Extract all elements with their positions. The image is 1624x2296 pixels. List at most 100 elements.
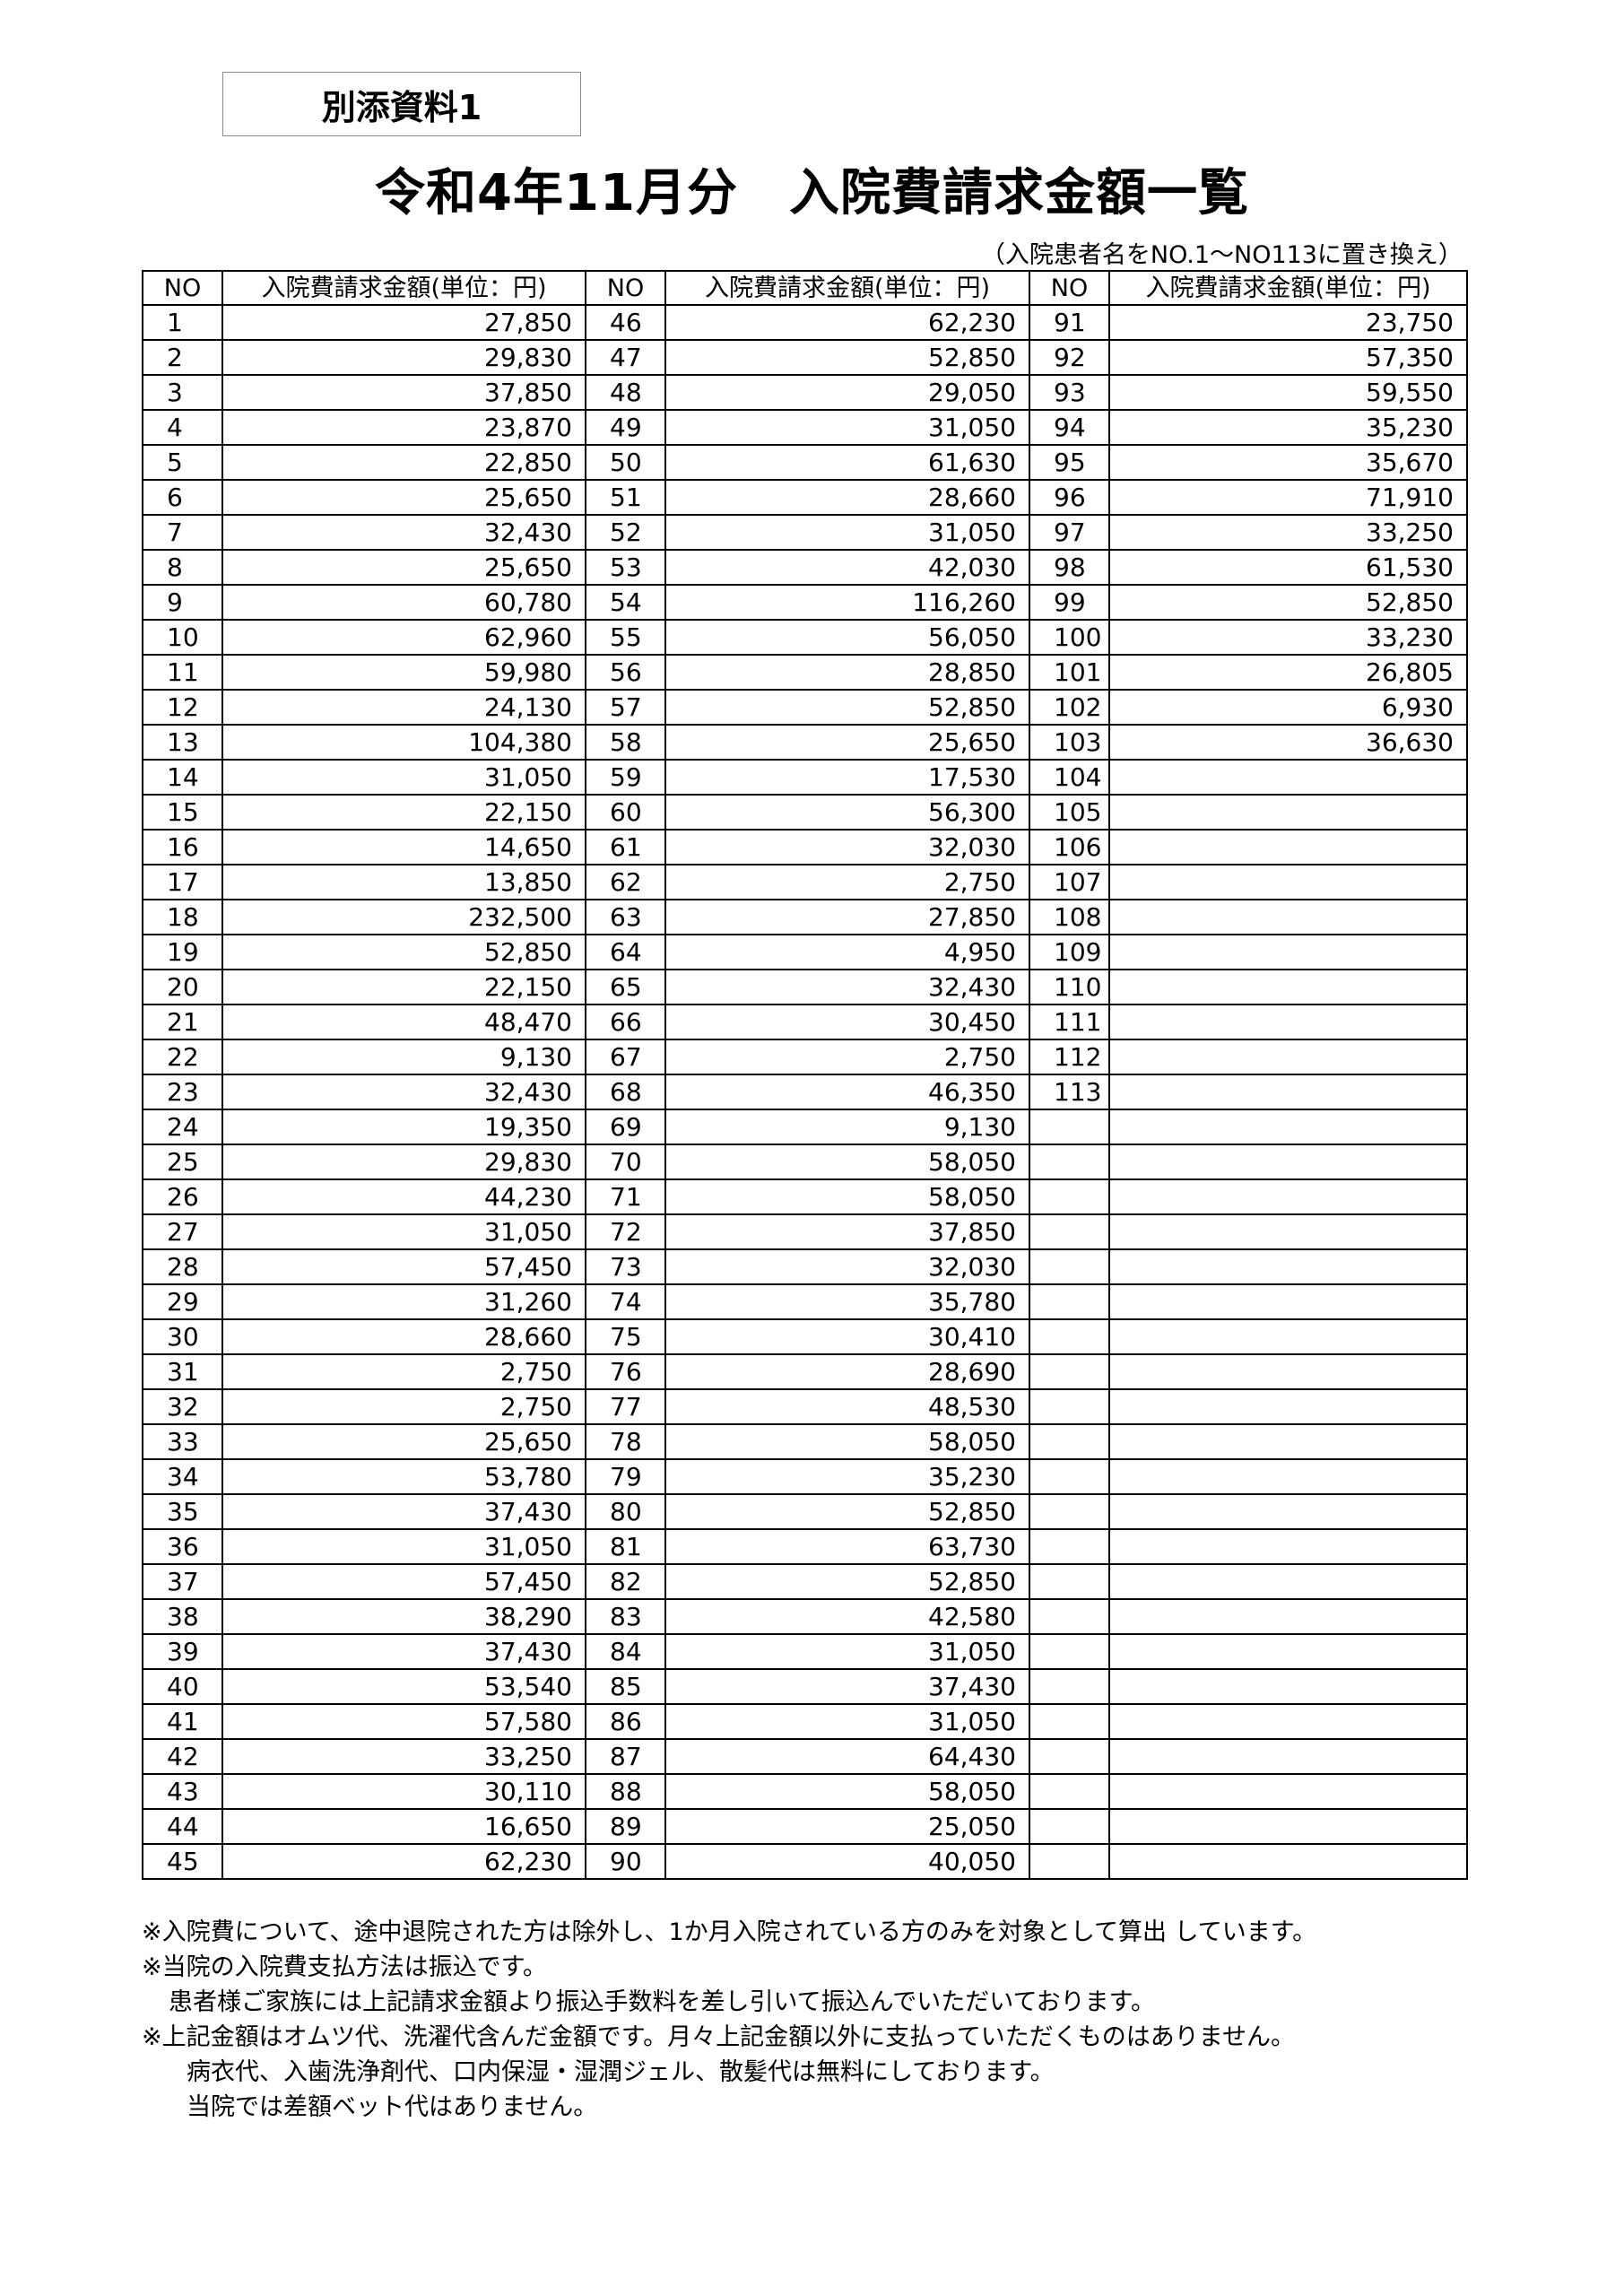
table-row: 19 52,850 64 4,950 109 <box>142 934 1468 970</box>
cell-amount <box>1108 1563 1468 1600</box>
cell-no: 6 <box>142 479 223 516</box>
cell-amount <box>1108 1039 1468 1075</box>
cell-amount <box>1108 934 1468 970</box>
cell-no: 105 <box>1029 794 1110 831</box>
table-row: 13 104,380 58 25,650 103 36,630 <box>142 724 1468 761</box>
cell-amount: 58,050 <box>664 1178 1030 1215</box>
table-row: 21 48,470 66 30,450 111 <box>142 1004 1468 1040</box>
note-line: 病衣代、入歯洗浄剤代、口内保湿・湿潤ジェル、散髪代は無料にしております。 <box>187 2058 1055 2086</box>
cell-amount: 63,730 <box>664 1528 1030 1565</box>
cell-amount: 16,650 <box>221 1808 586 1845</box>
cell-amount: 32,030 <box>664 829 1030 865</box>
cell-no: 87 <box>585 1738 666 1775</box>
page-subtitle: （入院患者名をNO.1～NO113に置き換え） <box>980 241 1463 269</box>
cell-amount: 64,430 <box>664 1738 1030 1775</box>
cell-no: 86 <box>585 1703 666 1740</box>
cell-no: 30 <box>142 1318 223 1355</box>
table-row: 38 38,290 83 42,580 <box>142 1598 1468 1635</box>
table-row: 36 31,050 81 63,730 <box>142 1528 1468 1565</box>
cell-amount: 60,780 <box>221 584 586 621</box>
cell-amount: 9,130 <box>221 1039 586 1075</box>
cell-no: 98 <box>1029 549 1110 586</box>
cell-amount: 25,650 <box>221 479 586 516</box>
cell-amount <box>1108 1004 1468 1040</box>
cell-amount: 52,850 <box>664 1493 1030 1530</box>
cell-no: 60 <box>585 794 666 831</box>
cell-amount: 31,260 <box>221 1283 586 1320</box>
cell-no: 72 <box>585 1213 666 1250</box>
cell-no: 95 <box>1029 444 1110 481</box>
cell-no <box>1029 1563 1110 1600</box>
cell-amount: 30,410 <box>664 1318 1030 1355</box>
page-title: 令和4年11月分 入院費請求金額一覧 <box>375 164 1249 222</box>
cell-no: 56 <box>585 654 666 691</box>
cell-amount: 44,230 <box>221 1178 586 1215</box>
cell-amount: 57,580 <box>221 1703 586 1740</box>
cell-amount: 31,050 <box>664 1703 1030 1740</box>
cell-amount: 31,050 <box>221 1528 586 1565</box>
cell-amount: 2,750 <box>664 1039 1030 1075</box>
table-row: 44 16,650 89 25,050 <box>142 1808 1468 1845</box>
cell-no <box>1029 1808 1110 1845</box>
cell-no: 21 <box>142 1004 223 1040</box>
cell-amount: 33,250 <box>1108 514 1468 551</box>
cell-amount: 58,050 <box>664 1144 1030 1180</box>
note-line: 当院では差額ベット代はありません。 <box>187 2093 598 2121</box>
table-row: 11 59,980 56 28,850 101 26,805 <box>142 654 1468 691</box>
cell-no <box>1029 1248 1110 1285</box>
cell-amount: 32,030 <box>664 1248 1030 1285</box>
cell-no: 38 <box>142 1598 223 1635</box>
table-row: 16 14,650 61 32,030 106 <box>142 829 1468 865</box>
cell-amount <box>1108 1528 1468 1565</box>
cell-amount: 52,850 <box>664 339 1030 376</box>
cell-no: 80 <box>585 1493 666 1530</box>
cell-amount <box>1108 829 1468 865</box>
header-no: NO <box>1029 270 1110 306</box>
cell-amount <box>1108 1388 1468 1425</box>
cell-no: 79 <box>585 1458 666 1495</box>
table-row: 22 9,130 67 2,750 112 <box>142 1039 1468 1075</box>
cell-no <box>1029 1388 1110 1425</box>
cell-amount: 25,050 <box>664 1808 1030 1845</box>
table-row: 34 53,780 79 35,230 <box>142 1458 1468 1495</box>
cell-no: 112 <box>1029 1039 1110 1075</box>
cell-no: 96 <box>1029 479 1110 516</box>
cell-no: 25 <box>142 1144 223 1180</box>
header-amount: 入院費請求金額(単位：円) <box>1108 270 1468 306</box>
cell-amount: 58,050 <box>664 1773 1030 1810</box>
cell-no: 2 <box>142 339 223 376</box>
cell-no: 1 <box>142 304 223 341</box>
cell-amount: 35,780 <box>664 1283 1030 1320</box>
cell-amount: 40,050 <box>664 1843 1030 1880</box>
cell-no: 47 <box>585 339 666 376</box>
cell-amount <box>1108 794 1468 831</box>
cell-amount: 19,350 <box>221 1109 586 1145</box>
table-row: 26 44,230 71 58,050 <box>142 1178 1468 1215</box>
table-row: 24 19,350 69 9,130 <box>142 1109 1468 1145</box>
cell-no: 36 <box>142 1528 223 1565</box>
cell-amount: 31,050 <box>221 1213 586 1250</box>
cell-no: 51 <box>585 479 666 516</box>
cell-amount: 35,230 <box>664 1458 1030 1495</box>
table-row: 18 232,500 63 27,850 108 <box>142 899 1468 935</box>
cell-amount: 53,780 <box>221 1458 586 1495</box>
header-no: NO <box>585 270 666 306</box>
cell-amount: 25,650 <box>221 549 586 586</box>
cell-no: 42 <box>142 1738 223 1775</box>
cell-no: 61 <box>585 829 666 865</box>
cell-amount: 61,530 <box>1108 549 1468 586</box>
cell-no <box>1029 1633 1110 1670</box>
cell-amount: 52,850 <box>664 1563 1030 1600</box>
cell-no: 103 <box>1029 724 1110 761</box>
cell-amount: 61,630 <box>664 444 1030 481</box>
cell-amount: 9,130 <box>664 1109 1030 1145</box>
cell-no: 22 <box>142 1039 223 1075</box>
cell-no: 65 <box>585 969 666 1005</box>
cell-no: 32 <box>142 1388 223 1425</box>
cell-amount: 22,150 <box>221 969 586 1005</box>
cell-no: 4 <box>142 409 223 446</box>
cell-amount <box>1108 1109 1468 1145</box>
cell-amount: 52,850 <box>664 689 1030 726</box>
cell-no: 106 <box>1029 829 1110 865</box>
cell-no: 52 <box>585 514 666 551</box>
